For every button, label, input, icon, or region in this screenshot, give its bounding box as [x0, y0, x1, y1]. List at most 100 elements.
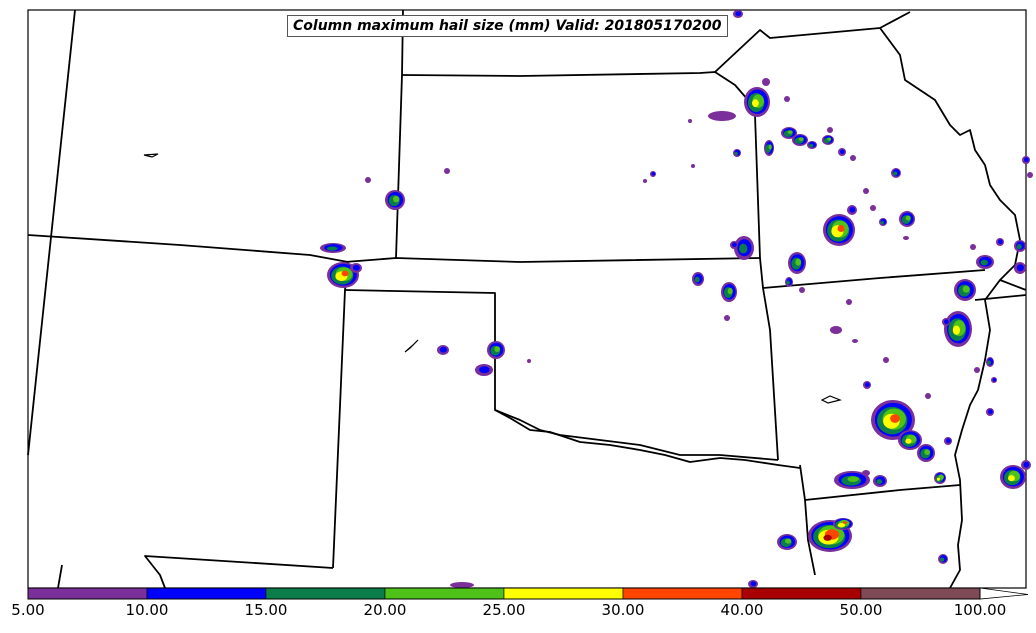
hail-contour [862, 470, 870, 476]
hail-contour [365, 177, 371, 183]
hail-contour [846, 299, 852, 305]
hail-cell [938, 554, 948, 564]
colorbar-swatch [503, 587, 624, 600]
hail-cell [833, 518, 853, 530]
hail-cell [862, 470, 870, 476]
hail-cell [986, 357, 994, 367]
colorbar-tick-labels: 5.00 10.00 15.00 20.00 25.00 30.00 40.00 50.00 1… [0, 601, 1036, 627]
hail-cell [450, 582, 474, 588]
hail-cell [976, 255, 994, 269]
hail-contour [837, 522, 846, 528]
hail-cell [1000, 465, 1026, 489]
colorbar-tick-label: 5.00 [11, 601, 45, 619]
hail-cell [792, 134, 808, 146]
hail-contour [708, 111, 736, 121]
hail-cell [823, 214, 855, 246]
hail-contour [1023, 461, 1030, 468]
hail-contour [688, 119, 692, 123]
hail-contour [924, 449, 931, 455]
hail-cell [748, 580, 758, 588]
hail-cell [487, 341, 505, 359]
hail-cell [365, 177, 371, 183]
colorbar-tick-label: 50.00 [839, 601, 883, 619]
colorbar-tick-label: 25.00 [482, 601, 526, 619]
hail-cell [385, 190, 405, 210]
hail-contour [1016, 264, 1024, 272]
hail-cell [781, 127, 797, 139]
hail-contour [980, 259, 988, 266]
hail-cell [850, 155, 856, 161]
hail-contour [998, 239, 1003, 245]
hail-cell [799, 287, 805, 293]
hail-cell [863, 381, 871, 389]
hail-contour [840, 149, 845, 155]
hail-cell [970, 244, 976, 250]
hail-cell [320, 243, 346, 253]
hail-contour [827, 127, 833, 133]
hail-contour [992, 377, 997, 382]
hail-contour [762, 78, 770, 86]
colorbar-swatch [622, 587, 743, 600]
hail-cell [733, 10, 743, 18]
hail-cell [724, 315, 730, 321]
hail-contour [946, 438, 951, 444]
hail-contour [987, 360, 991, 365]
hail-cell [692, 272, 704, 286]
hail-cell [827, 127, 833, 133]
hail-cell [917, 444, 935, 462]
hail-cell [863, 188, 869, 194]
hail-cell [762, 78, 770, 86]
hail-contour [903, 236, 909, 240]
hail-contour [938, 474, 944, 480]
hail-contour [643, 179, 647, 183]
hail-contour [494, 346, 501, 352]
hail-contour [940, 557, 945, 562]
hail-cell [721, 282, 737, 302]
hail-cell [847, 205, 857, 215]
hail-contour [870, 205, 876, 211]
hail-contour [691, 164, 695, 168]
hail-contour [768, 144, 772, 150]
hail-cell [1014, 240, 1026, 252]
colorbar-swatch [27, 587, 148, 600]
hail-contour [988, 409, 993, 415]
hail-contour [863, 188, 869, 194]
hail-cell [475, 364, 493, 376]
hail-cell [1014, 262, 1026, 274]
hail-contour [876, 479, 883, 485]
hail-cell [444, 168, 450, 174]
colorbar-outline [27, 587, 981, 600]
hail-cell [834, 471, 870, 489]
hail-cell [925, 393, 931, 399]
hail-contour [809, 143, 814, 148]
hail-contour [1008, 475, 1015, 482]
hail-contour [393, 195, 400, 203]
hail-contour [352, 264, 360, 271]
hail-contour [837, 225, 845, 232]
hail-contour [830, 326, 842, 334]
hail-contour [439, 346, 447, 353]
hail-cell [643, 179, 647, 183]
hail-cell [650, 171, 656, 177]
hail-contour [883, 357, 889, 363]
hail-contour [823, 534, 832, 541]
hail-cell [942, 318, 950, 326]
colorbar-tick-label: 100.00 [953, 601, 1007, 619]
hail-contour [326, 246, 338, 251]
hail-contour [1016, 244, 1022, 250]
colorbar-swatch [146, 587, 267, 600]
hail-cell [688, 119, 692, 123]
hail-contour [880, 220, 884, 225]
hail-contour [450, 582, 474, 588]
hail-cell [903, 236, 909, 240]
hail-contour [1024, 157, 1029, 163]
colorbar-tick-label: 30.00 [601, 601, 645, 619]
hail-contour [893, 171, 898, 176]
hail-contour [732, 242, 737, 248]
hail-contour [852, 339, 858, 343]
colorbar-swatch [265, 587, 386, 600]
hail-contour [962, 285, 970, 293]
hail-cell [838, 148, 846, 156]
colorbar-swatch [860, 587, 981, 600]
hail-cell [777, 534, 797, 550]
